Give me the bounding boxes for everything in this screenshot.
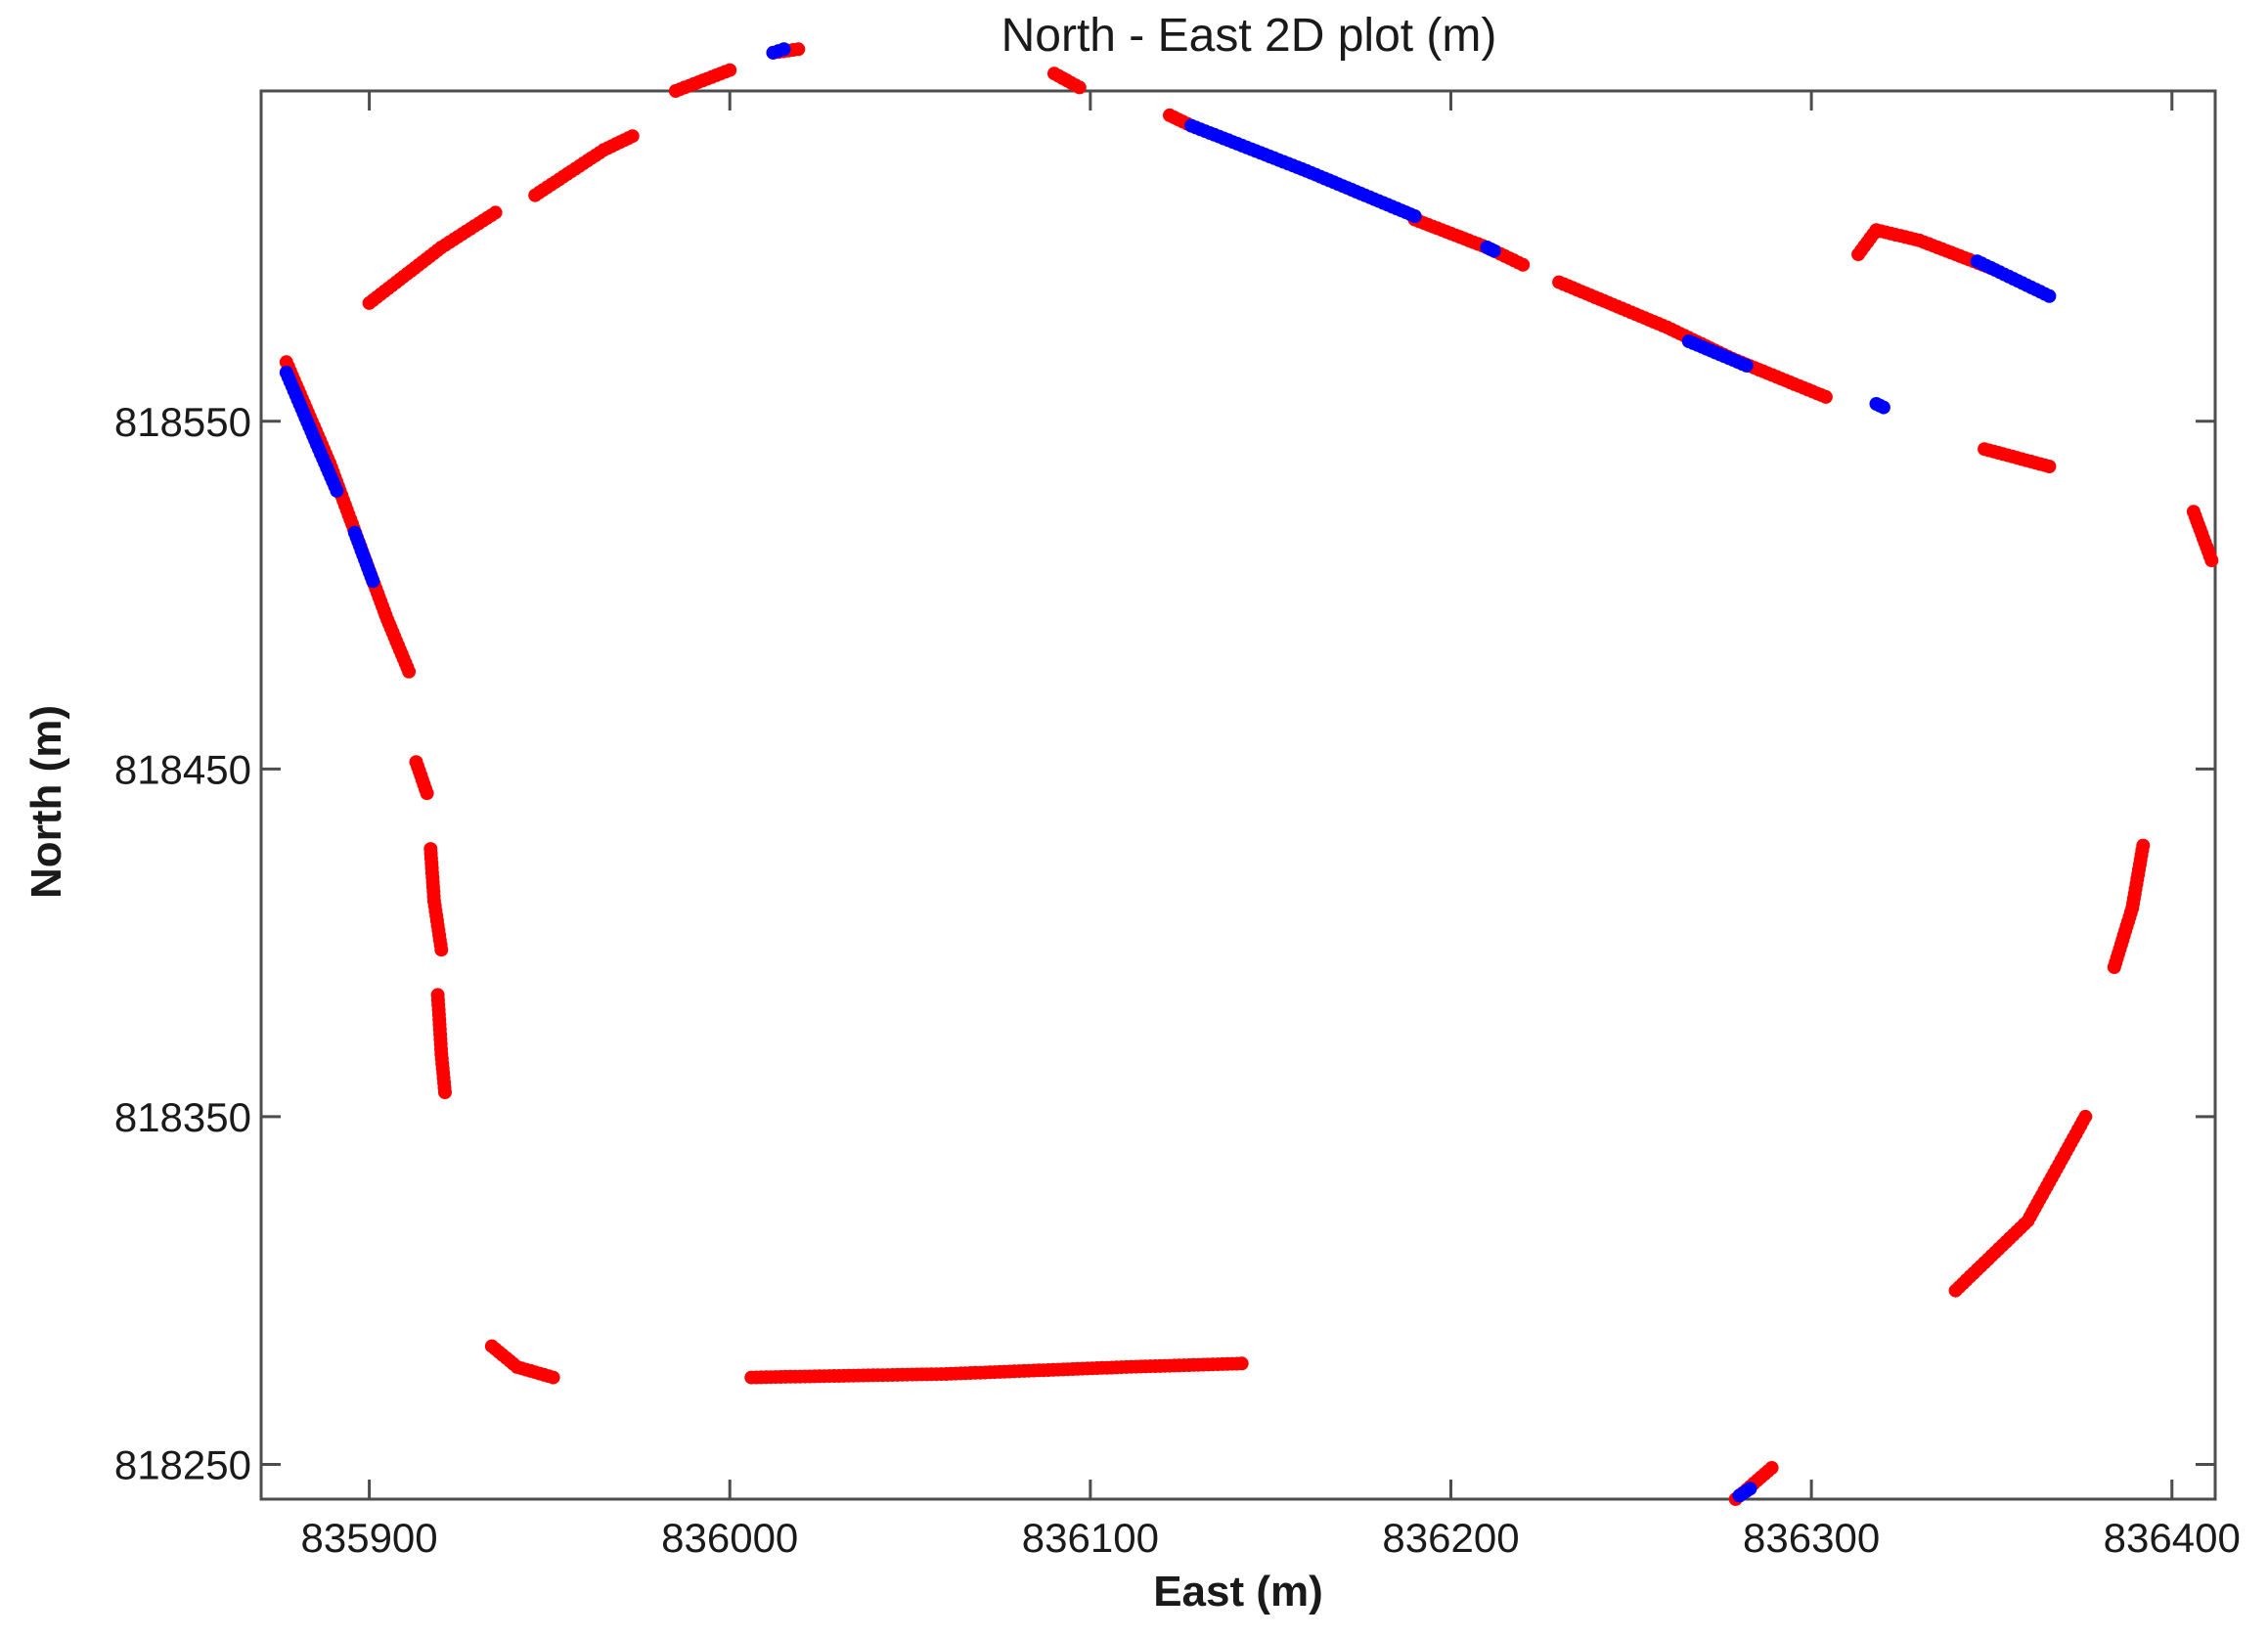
red-data-point — [1234, 1356, 1249, 1371]
chart-title: North - East 2D plot (m) — [1001, 10, 1497, 62]
x-tick-label: 835900 — [301, 1515, 438, 1561]
x-tick-label: 836100 — [1022, 1515, 1159, 1561]
blue-data-point — [2042, 288, 2057, 303]
y-axis-ticks: 818250 818350 818450 818550 — [114, 399, 2215, 1487]
red-data-point — [625, 129, 640, 144]
red-data-point — [2107, 960, 2121, 974]
blue-data-point — [777, 42, 791, 57]
red-data-point — [723, 63, 737, 77]
y-tick-label: 818350 — [114, 1094, 251, 1140]
y-tick-label: 818550 — [114, 399, 251, 445]
blue-data-point — [366, 574, 380, 589]
red-data-point — [2042, 460, 2057, 473]
red-data-point — [1516, 257, 1531, 272]
red-data-point — [420, 786, 434, 801]
plot-area-frame — [259, 89, 2217, 1501]
red-data-point — [1764, 1461, 1779, 1475]
y-tick-label: 818250 — [114, 1441, 251, 1487]
red-data-point — [402, 664, 417, 679]
red-data-point — [438, 1085, 452, 1099]
x-tick-label: 836000 — [661, 1515, 798, 1561]
red-data-point — [1818, 389, 1833, 404]
blue-data-point — [330, 483, 344, 498]
red-data-point — [791, 42, 806, 57]
red-data-point — [2204, 553, 2219, 567]
x-tick-label: 836400 — [2104, 1515, 2241, 1561]
red-data-point — [488, 205, 503, 220]
red-data-point — [546, 1370, 560, 1385]
blue-data-point — [1743, 1482, 1757, 1496]
y-axis-label: North (m) — [22, 705, 70, 899]
x-axis-label: East (m) — [1153, 1568, 1323, 1616]
red-data-point — [1948, 1283, 1963, 1298]
x-tick-label: 836200 — [1382, 1515, 1519, 1561]
y-tick-label: 818450 — [114, 746, 251, 792]
x-tick-label: 836300 — [1743, 1515, 1880, 1561]
x-axis-ticks: 835900 836000 836100 836200 836300 836400 — [301, 91, 2241, 1561]
blue-data-point — [1407, 209, 1422, 223]
red-data-point — [434, 943, 449, 957]
data-points — [279, 42, 2219, 1506]
red-data-point — [1072, 80, 1087, 95]
blue-data-point — [1487, 243, 1501, 258]
blue-data-point — [1739, 358, 1754, 373]
blue-data-point — [1876, 400, 1890, 415]
